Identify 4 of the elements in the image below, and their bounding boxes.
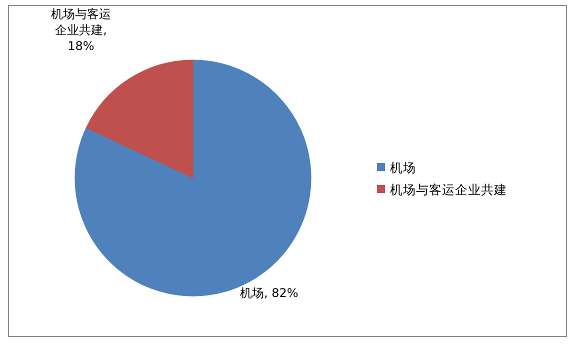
data-label: 机场, 82% (240, 285, 298, 301)
data-label: 机场与客运企业共建, 18% (50, 6, 112, 54)
legend-label: 机场 (390, 160, 416, 175)
legend-label: 机场与客运企业共建 (390, 182, 507, 197)
